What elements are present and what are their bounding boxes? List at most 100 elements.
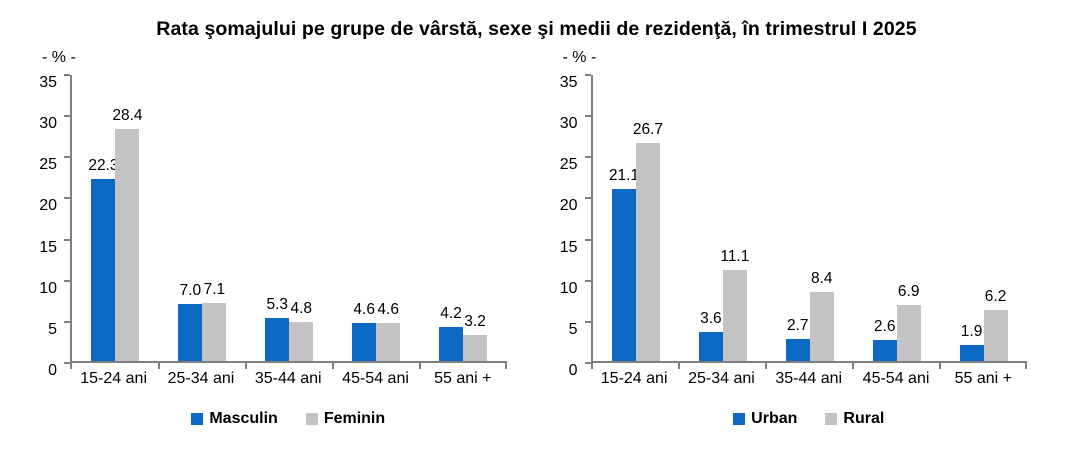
bar-slot: 21.1 <box>609 75 639 361</box>
legend-label: Urban <box>751 410 798 427</box>
x-tick-mark <box>852 363 855 369</box>
bar-value-label: 3.6 <box>700 309 722 327</box>
bar <box>178 303 203 361</box>
bar-slot: 6.9 <box>896 75 921 361</box>
bar-value-label: 11.1 <box>720 248 750 266</box>
bar <box>265 317 290 361</box>
y-tick-mark <box>64 156 70 159</box>
y-tick-label: 30 <box>39 115 57 133</box>
bar <box>698 331 723 361</box>
bar-group: 2.6 6.9 <box>853 75 940 361</box>
legend: Masculin Feminin <box>70 410 507 428</box>
bar-group: 21.1 26.7 <box>593 75 680 361</box>
x-axis-labels: 15-24 ani 25-34 ani 35-44 ani 45-54 ani 55 a… <box>70 370 507 388</box>
bar <box>959 345 984 361</box>
chart-by-sex: - % - 0 5 10 15 20 25 30 35 22.3 28.4 7.0 7.1 5.3 4.… <box>26 43 507 428</box>
y-tick-label: 20 <box>559 197 578 215</box>
x-axis-label: 15-24 ani <box>600 370 668 387</box>
bar <box>439 326 464 361</box>
bar-group: 2.7 8.4 <box>766 75 853 361</box>
legend-swatch <box>191 413 204 425</box>
x-axis-label: 45-54 ani <box>862 370 930 387</box>
bar-value-label: 2.7 <box>786 316 809 334</box>
bar-slot: 2.6 <box>872 75 897 361</box>
x-axis-label: 15-24 ani <box>80 370 147 387</box>
x-tick-mark <box>157 363 160 369</box>
y-tick-mark <box>64 74 70 76</box>
y-tick-label: 25 <box>39 156 57 174</box>
bar-slot: 26.7 <box>632 75 664 361</box>
charts-row: - % - 0 5 10 15 20 25 30 35 22.3 28.4 7.0 7.1 5.3 4.… <box>0 43 1073 428</box>
bar-value-label: 6.9 <box>897 282 920 300</box>
bar-value-label: 22.3 <box>88 156 119 174</box>
y-tick-mark <box>64 362 70 364</box>
bar-slot: 8.4 <box>809 75 834 361</box>
bar-slot: 3.2 <box>463 75 488 361</box>
bar <box>115 128 140 361</box>
y-tick-label: 15 <box>559 238 578 256</box>
bar-slot: 7.0 <box>178 75 203 361</box>
legend-item: Feminin <box>305 410 385 428</box>
x-axis-labels: 15-24 ani 25-34 ani 35-44 ani 45-54 ani 55 a… <box>591 370 1028 388</box>
bar-slot: 2.7 <box>785 75 810 361</box>
bar <box>872 339 897 361</box>
x-axis-label: 25-34 ani <box>688 370 755 387</box>
y-tick-mark <box>584 197 591 200</box>
bar-value-label: 3.2 <box>464 312 486 330</box>
x-tick-mark <box>1025 363 1027 369</box>
unit-label: - % - <box>42 49 76 66</box>
legend-item: Rural <box>825 410 884 428</box>
x-tick-mark <box>765 363 768 369</box>
bar-slot: 22.3 <box>88 75 119 361</box>
bar-slot: 1.9 <box>959 75 984 361</box>
bar-slot: 11.1 <box>720 75 750 361</box>
y-tick-label: 5 <box>568 320 578 338</box>
y-tick-mark <box>64 115 70 118</box>
bar <box>289 321 314 361</box>
y-tick-mark <box>584 238 591 241</box>
bar <box>809 292 834 361</box>
bar-slot: 28.4 <box>112 75 143 361</box>
plot-area: 22.3 28.4 7.0 7.1 5.3 4.8 4.6 4.6 4.2 3.2 <box>70 75 507 369</box>
bar <box>785 338 810 361</box>
bar-slot: 7.1 <box>202 75 227 361</box>
x-tick-mark <box>418 363 421 369</box>
bar-slot: 4.6 <box>352 75 377 361</box>
y-tick-mark <box>64 238 70 241</box>
y-tick-label: 25 <box>559 156 578 174</box>
y-tick-label: 0 <box>48 362 57 379</box>
figure-title: Rata şomajului pe grupe de vârstă, sexe … <box>156 18 917 40</box>
y-tick-mark <box>584 115 591 118</box>
y-tick-label: 35 <box>39 74 57 91</box>
bar-slot: 3.6 <box>698 75 723 361</box>
y-tick-label: 20 <box>39 197 57 215</box>
x-tick-mark <box>590 363 593 369</box>
y-tick-mark <box>584 362 591 364</box>
x-tick-mark <box>504 363 507 369</box>
bar <box>611 188 636 361</box>
bar-value-label: 26.7 <box>632 120 664 138</box>
bar-value-label: 4.2 <box>440 304 462 322</box>
bar <box>352 323 377 361</box>
bar-value-label: 2.6 <box>873 317 896 335</box>
x-axis-label: 25-34 ani <box>167 370 235 387</box>
bar-value-label: 4.8 <box>290 299 313 317</box>
bar-value-label: 8.4 <box>810 270 833 288</box>
bar-group: 5.3 4.8 <box>246 75 333 361</box>
y-tick-label: 35 <box>559 74 578 91</box>
chart-by-residence: - % - 0 5 10 15 20 25 30 35 21.1 26.7 3.6 11.1 2.7 8… <box>547 43 1028 428</box>
unit-label: - % - <box>562 49 597 66</box>
y-tick-mark <box>584 74 591 76</box>
legend-label: Rural <box>843 410 885 427</box>
x-tick-mark <box>678 363 681 369</box>
x-tick-mark <box>244 363 247 369</box>
legend: Urban Rural <box>591 410 1028 428</box>
bar-group: 7.0 7.1 <box>159 75 246 361</box>
legend-label: Masculin <box>209 410 278 427</box>
bar <box>202 302 227 361</box>
y-tick-mark <box>584 279 591 282</box>
bar-value-label: 4.6 <box>353 301 375 319</box>
bar <box>983 310 1008 361</box>
bar <box>722 270 747 361</box>
